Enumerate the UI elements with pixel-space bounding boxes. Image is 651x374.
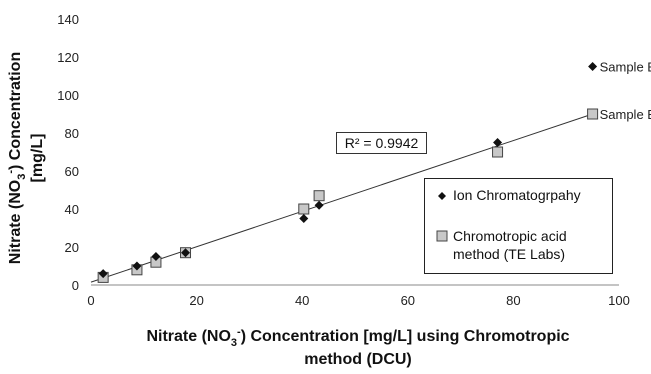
y-axis-ticks: 0 20 40 60 80 100 120 140 [57, 12, 79, 293]
x-tick-label: 0 [87, 293, 94, 308]
trendline [90, 113, 593, 283]
square-marker-icon [433, 227, 451, 245]
y-tick-label: 100 [57, 88, 79, 103]
data-point-ion-chromatography [493, 138, 503, 147]
y-tick-label: 0 [72, 278, 79, 293]
data-point-chromotropic-acid [298, 203, 310, 215]
svg-text:Nitrate (NO3-) Concentration: Nitrate (NO3-) Concentration [5, 52, 28, 264]
data-label: Sample E [600, 60, 651, 75]
diamond-marker-icon [433, 187, 451, 205]
legend: Ion Chromatogrpahy Chromotropic acid met… [424, 178, 613, 274]
x-axis-title-line2: method (DCU) [304, 351, 412, 368]
r-squared-annotation: R² = 0.9942 [336, 132, 427, 154]
legend-label: Chromotropic acid method (TE Labs) [453, 228, 567, 262]
legend-label: Ion Chromatogrpahy [453, 187, 581, 203]
y-tick-label: 120 [57, 50, 79, 65]
x-axis-title: Nitrate (NO3-) Concentration [mg/L] usin… [146, 326, 569, 349]
data-point-ion-chromatography [314, 200, 324, 210]
y-tick-label: 80 [65, 126, 79, 141]
y-tick-label: 60 [65, 164, 79, 179]
legend-item-chromotropic-acid: Chromotropic acid method (TE Labs) [433, 227, 608, 263]
x-tick-label: 20 [189, 293, 203, 308]
data-point-ion-chromatography [98, 269, 108, 279]
data-point-ion-chromatography [132, 261, 142, 271]
data-label: Sample E [600, 107, 651, 122]
x-tick-label: 80 [506, 293, 520, 308]
data-point-chromotropic-acid [587, 108, 599, 120]
x-tick-label: 100 [608, 293, 630, 308]
data-point-ion-chromatography [181, 248, 191, 258]
data-points [97, 62, 599, 283]
data-point-ion-chromatography [299, 214, 309, 223]
y-tick-label: 140 [57, 12, 79, 27]
legend-item-ion-chromatography: Ion Chromatogrpahy [433, 187, 581, 205]
data-point-chromotropic-acid [313, 190, 325, 202]
y-tick-label: 20 [65, 240, 79, 255]
x-tick-label: 60 [401, 293, 415, 308]
y-tick-label: 40 [65, 202, 79, 217]
x-tick-label: 40 [295, 293, 309, 308]
x-axis-ticks: 0 20 40 60 80 100 [87, 293, 629, 308]
y-axis-title: Nitrate (NO3-) Concentration [5, 52, 28, 264]
svg-text:[mg/L]: [mg/L] [29, 134, 46, 183]
data-point-ion-chromatography [151, 252, 161, 261]
point-labels: Sample E Sample E [600, 60, 651, 123]
data-point-chromotropic-acid [492, 146, 504, 158]
y-axis-title-line2: [mg/L] [29, 134, 46, 183]
data-point-ion-chromatography [588, 62, 598, 71]
